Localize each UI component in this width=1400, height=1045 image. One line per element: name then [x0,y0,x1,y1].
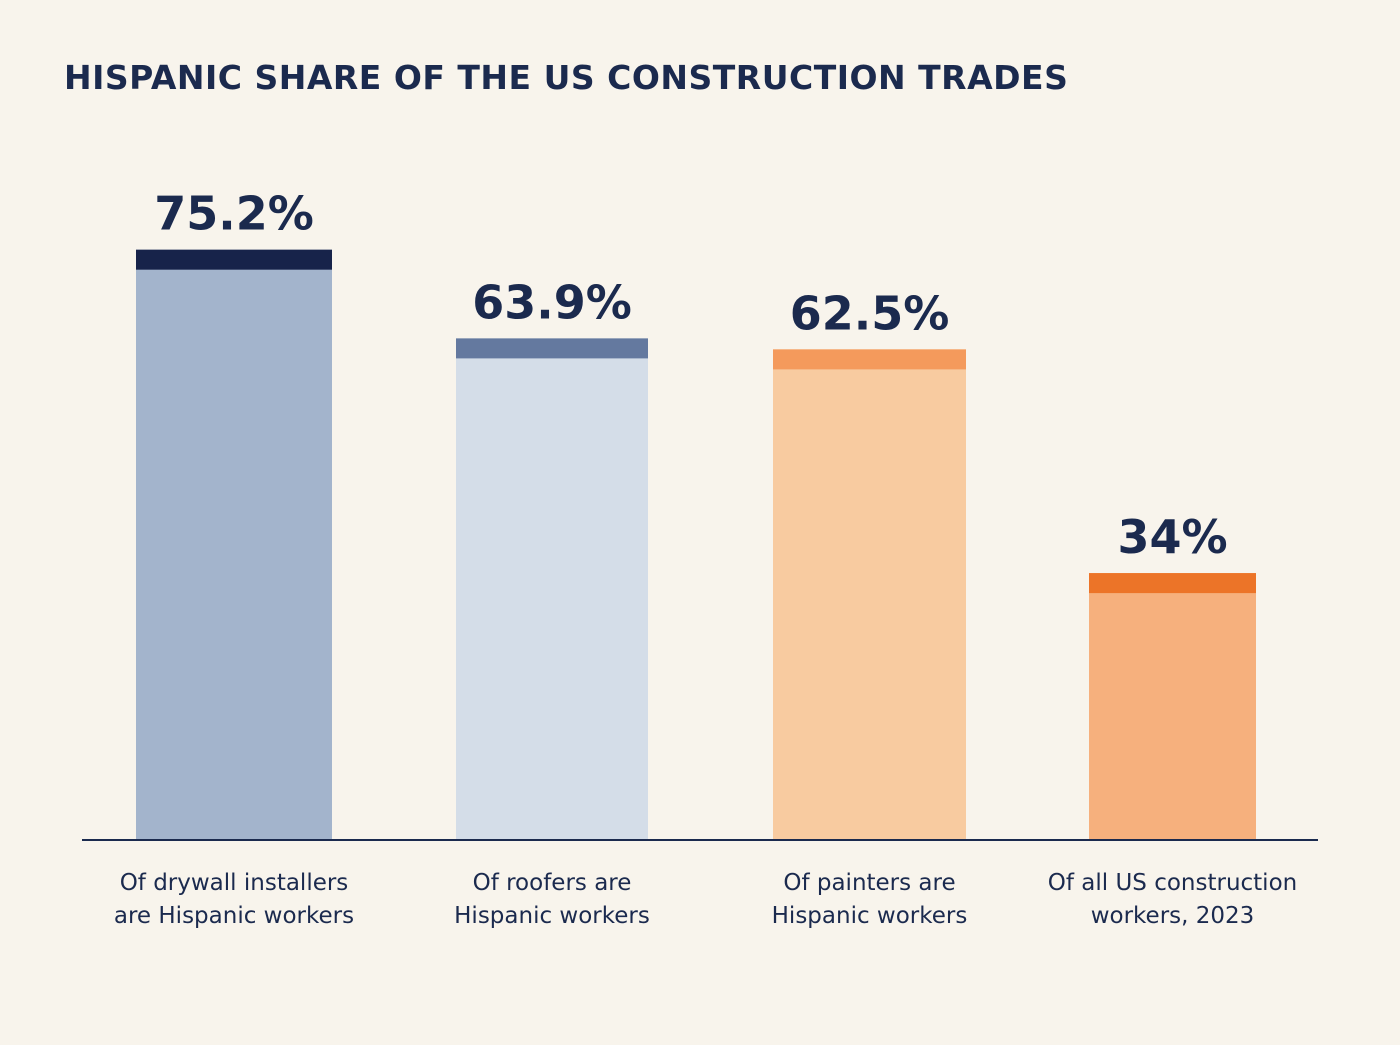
category-label-line: are Hispanic workers [114,903,354,929]
bar-cap [1089,573,1256,594]
value-label: 62.5% [790,286,950,340]
category-label-line: workers, 2023 [1091,903,1255,929]
value-label: 34% [1117,510,1227,564]
bar-cap [773,349,966,370]
category-label-line: Hispanic workers [772,903,968,929]
category-label: Of drywall installers are Hispanic worker… [114,870,354,929]
bar [1089,573,1256,840]
category-label-line: Of drywall installers [120,870,349,896]
bar-cap [136,249,332,270]
category-label: Of all US construction workers, 2023 [1048,870,1297,929]
category-label-line: Of all US construction [1048,870,1297,896]
category-label: Of painters are Hispanic workers [772,870,968,929]
bar-group: 34% Of all US construction workers, 2023 [1048,510,1297,929]
bar-group: 75.2% Of drywall installers are Hispanic w… [114,187,354,929]
category-label-line: Of roofers are [473,870,632,896]
value-label: 75.2% [154,187,314,241]
category-label-line: Of painters are [783,870,955,896]
bar [136,249,332,840]
chart-title: HISPANIC SHARE OF THE US CONSTRUCTION TR… [64,58,1069,97]
category-label: Of roofers are Hispanic workers [454,870,650,929]
bar-cap [456,338,648,359]
bar-group: 63.9% Of roofers are Hispanic workers [454,275,650,929]
bar-group: 62.5% Of painters are Hispanic workers [772,286,968,929]
bar [456,338,648,840]
category-label-line: Hispanic workers [454,903,650,929]
bar [773,349,966,840]
value-label: 63.9% [472,275,632,329]
